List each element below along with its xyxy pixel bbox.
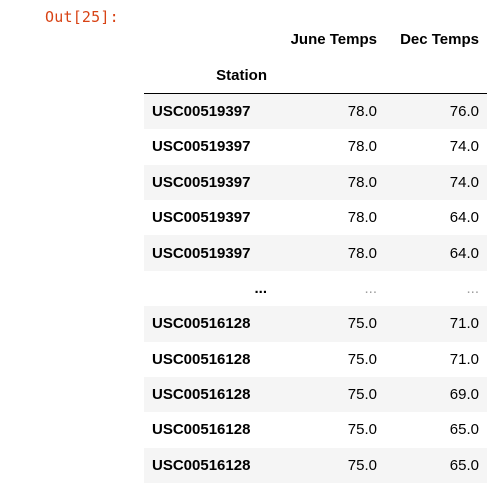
cell-june-temps: 75.0 <box>347 350 377 368</box>
cell-dec-temps: 65.0 <box>449 421 479 439</box>
cell-june-temps: 78.0 <box>347 173 377 191</box>
output-prompt: Out[25]: <box>45 8 119 26</box>
cell-dec-temps: 71.0 <box>449 350 479 368</box>
header-blank <box>275 57 385 94</box>
column-header-row: June Temps Dec Temps <box>144 22 487 57</box>
cell-dec-temps: 65.0 <box>449 456 479 474</box>
cell-dec-temps: 76.0 <box>449 102 479 120</box>
cell-june-temps: 78.0 <box>347 244 377 262</box>
row-index-ellipsis: ... <box>254 279 267 297</box>
ellipsis-row: ... ... ... <box>144 270 487 307</box>
row-index: USC00516128 <box>152 456 251 474</box>
table-row: USC00519397 78.0 76.0 <box>144 93 487 130</box>
cell-june-temps: 75.0 <box>347 456 377 474</box>
table-row: USC00516128 75.0 71.0 <box>144 306 487 342</box>
row-index: USC00519397 <box>152 173 251 191</box>
index-name-station: Station <box>144 57 275 94</box>
table-row: USC00516128 75.0 69.0 <box>144 376 487 413</box>
cell-dec-temps: 71.0 <box>449 315 479 333</box>
row-index: USC00519397 <box>152 138 251 156</box>
row-index: USC00519397 <box>152 209 251 227</box>
row-index: USC00516128 <box>152 350 251 368</box>
table-row: USC00519397 78.0 64.0 <box>144 200 487 235</box>
cell-june-temps: 78.0 <box>347 102 377 120</box>
row-index: USC00516128 <box>152 386 251 404</box>
table-row: USC00519397 78.0 74.0 <box>144 164 487 200</box>
cell-ellipsis: ... <box>466 279 479 297</box>
table-row: USC00516128 75.0 65.0 <box>144 412 487 447</box>
cell-june-temps: 75.0 <box>347 421 377 439</box>
cell-june-temps: 75.0 <box>347 386 377 404</box>
column-header-dec-temps: Dec Temps <box>400 31 479 49</box>
cell-dec-temps: 74.0 <box>449 173 479 191</box>
index-name-row: Station <box>144 57 487 94</box>
table-row: USC00516128 75.0 65.0 <box>144 447 487 484</box>
row-index: USC00519397 <box>152 102 251 120</box>
cell-ellipsis: ... <box>364 279 377 297</box>
cell-dec-temps: 74.0 <box>449 138 479 156</box>
table-row: USC00519397 78.0 74.0 <box>144 129 487 164</box>
table-row: USC00519397 78.0 64.0 <box>144 235 487 271</box>
header-blank <box>385 57 487 94</box>
table-row: USC00516128 75.0 71.0 <box>144 342 487 377</box>
dataframe-table: June Temps Dec Temps Station USC00519397… <box>144 22 487 484</box>
column-header-june-temps: June Temps <box>290 31 377 49</box>
cell-dec-temps: 64.0 <box>449 209 479 227</box>
cell-dec-temps: 69.0 <box>449 386 479 404</box>
row-index: USC00519397 <box>152 244 251 262</box>
header-blank <box>144 22 275 57</box>
row-index: USC00516128 <box>152 421 251 439</box>
cell-june-temps: 75.0 <box>347 315 377 333</box>
row-index: USC00516128 <box>152 315 251 333</box>
cell-june-temps: 78.0 <box>347 209 377 227</box>
cell-june-temps: 78.0 <box>347 138 377 156</box>
cell-dec-temps: 64.0 <box>449 244 479 262</box>
